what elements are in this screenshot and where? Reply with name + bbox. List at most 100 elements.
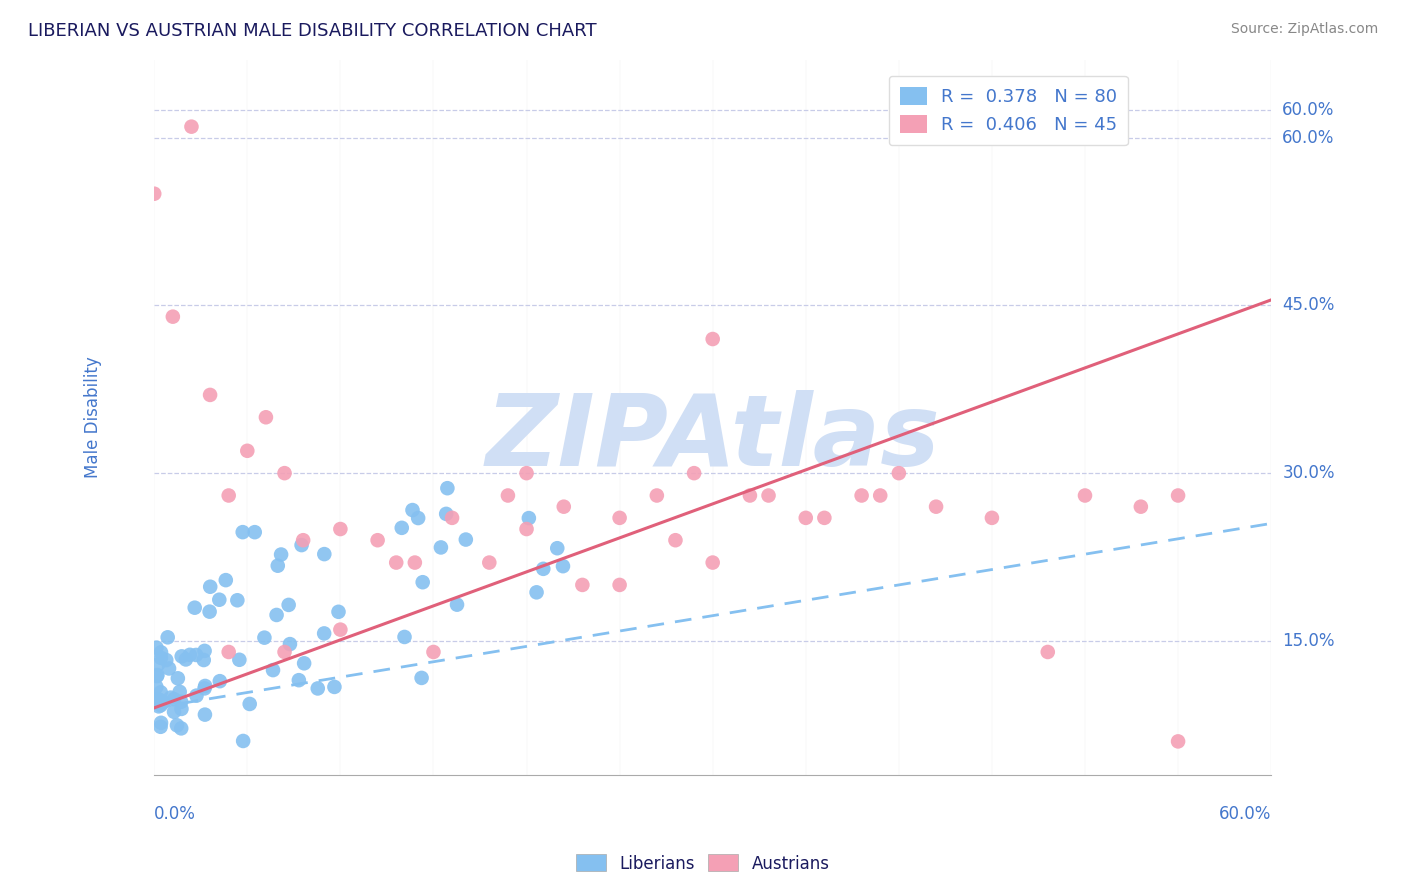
Point (150, 645, 173, 659)
Point (1074, 488, 1097, 502)
Point (813, 511, 835, 525)
Point (411, 671, 433, 685)
Point (159, 690, 181, 705)
Point (391, 521, 413, 535)
Point (702, 556, 724, 570)
Point (170, 649, 193, 664)
Point (553, 500, 575, 514)
Point (194, 707, 217, 722)
Point (183, 600, 205, 615)
Point (266, 607, 288, 622)
Point (186, 689, 208, 703)
Point (150, 715, 173, 730)
Point (515, 522, 537, 536)
Point (145, 680, 167, 694)
Point (166, 718, 188, 732)
Point (208, 592, 231, 607)
Point (146, 668, 169, 682)
Point (156, 630, 179, 644)
Point (551, 559, 574, 574)
Point (193, 681, 215, 696)
Point (254, 410, 277, 425)
Legend: Liberians, Austrians: Liberians, Austrians (569, 847, 837, 880)
Point (609, 578, 631, 592)
Point (145, 640, 167, 655)
Text: 45.0%: 45.0% (1282, 296, 1334, 315)
Point (1167, 488, 1189, 502)
Point (170, 695, 193, 709)
Point (412, 575, 434, 590)
Point (149, 650, 172, 665)
Point (262, 663, 284, 677)
Point (170, 702, 193, 716)
Legend: R =  0.378   N = 80, R =  0.406   N = 45: R = 0.378 N = 80, R = 0.406 N = 45 (889, 76, 1128, 145)
Point (290, 538, 312, 552)
Point (180, 120, 202, 134)
Point (683, 466, 706, 480)
Point (454, 533, 477, 547)
Point (146, 657, 169, 672)
Point (496, 488, 519, 502)
Point (526, 585, 548, 599)
Point (148, 699, 170, 714)
Point (166, 671, 188, 685)
Text: Male Disability: Male Disability (84, 357, 101, 478)
Point (170, 722, 193, 736)
Point (232, 525, 254, 540)
Point (738, 488, 761, 502)
Text: 60.0%: 60.0% (1282, 128, 1334, 147)
Point (273, 645, 295, 659)
Text: 30.0%: 30.0% (1282, 464, 1334, 483)
Point (702, 332, 724, 346)
Point (292, 657, 315, 671)
Point (869, 488, 891, 502)
Text: Source: ZipAtlas.com: Source: ZipAtlas.com (1230, 22, 1378, 37)
Point (531, 562, 554, 576)
Point (243, 525, 266, 540)
Point (404, 556, 426, 570)
Point (329, 522, 352, 536)
Text: 60.0%: 60.0% (1282, 101, 1334, 119)
Point (239, 697, 262, 711)
Point (236, 443, 259, 458)
Point (1036, 645, 1059, 659)
Point (226, 593, 249, 607)
Point (430, 541, 453, 555)
Point (267, 558, 290, 573)
Point (406, 511, 429, 525)
Point (441, 511, 464, 525)
Text: 15.0%: 15.0% (1282, 632, 1334, 649)
Point (198, 605, 221, 619)
Point (851, 488, 873, 502)
Point (179, 648, 201, 662)
Point (163, 705, 186, 719)
Point (329, 623, 352, 637)
Point (273, 466, 295, 480)
Point (198, 388, 221, 402)
Point (288, 673, 311, 688)
Point (436, 481, 458, 495)
Point (980, 511, 1002, 525)
Point (232, 734, 254, 748)
Point (270, 548, 292, 562)
Point (184, 648, 207, 662)
Point (146, 692, 169, 706)
Point (515, 466, 537, 480)
Point (385, 556, 408, 570)
Point (152, 695, 174, 709)
Point (1167, 734, 1189, 748)
Point (794, 511, 817, 525)
Point (434, 507, 457, 521)
Point (446, 598, 468, 612)
Point (218, 488, 240, 502)
Point (277, 598, 299, 612)
Point (149, 685, 172, 699)
Point (215, 573, 238, 587)
Point (758, 488, 780, 502)
Point (609, 511, 631, 525)
Point (887, 466, 910, 480)
Point (401, 503, 423, 517)
Point (174, 652, 197, 666)
Point (149, 720, 172, 734)
Point (253, 631, 276, 645)
